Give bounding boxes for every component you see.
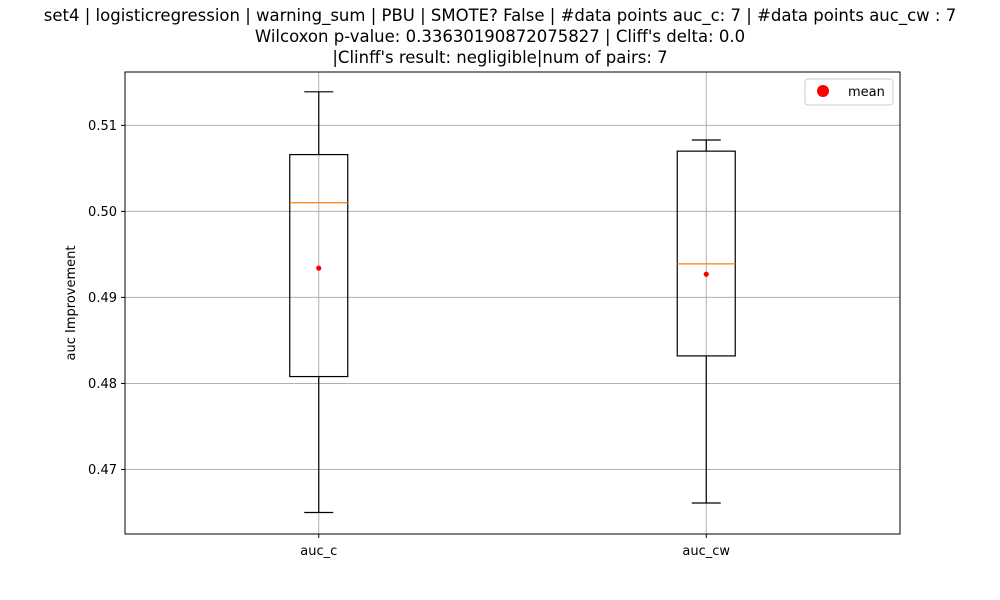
y-tick-label: 0.51: [88, 119, 117, 134]
y-axis-label: auc Improvement: [64, 246, 79, 361]
y-tick-label: 0.47: [88, 463, 117, 478]
legend: mean: [804, 78, 894, 106]
x-axis-ticks: auc_c auc_cw: [300, 534, 730, 559]
y-tick-label: 0.49: [88, 291, 117, 306]
plot-area-frame: [124, 71, 901, 535]
x-tick-label: auc_cw: [682, 544, 730, 559]
grid-layer: [125, 72, 900, 534]
box-iqr: [676, 150, 736, 357]
box-iqr: [289, 153, 349, 378]
y-tick-label: 0.50: [88, 205, 117, 220]
mean-marker: [703, 271, 709, 277]
chart-title-line-3: |Clinff's result: negligible|num of pair…: [332, 48, 668, 67]
x-tick-label: auc_c: [300, 544, 337, 559]
chart-title-line-1: set4 | logisticregression | warning_sum …: [43, 6, 957, 25]
legend-frame: [804, 78, 894, 106]
mean-marker: [316, 265, 322, 271]
y-axis-ticks: 0.47 0.48 0.49 0.50 0.51: [88, 119, 125, 478]
chart-title-line-2: Wilcoxon p-value: 0.33630190872075827 | …: [254, 27, 746, 46]
legend-mean-marker: [817, 85, 829, 97]
box-layer: [289, 91, 736, 514]
legend-mean-label: mean: [848, 85, 885, 100]
y-tick-label: 0.48: [88, 377, 117, 392]
